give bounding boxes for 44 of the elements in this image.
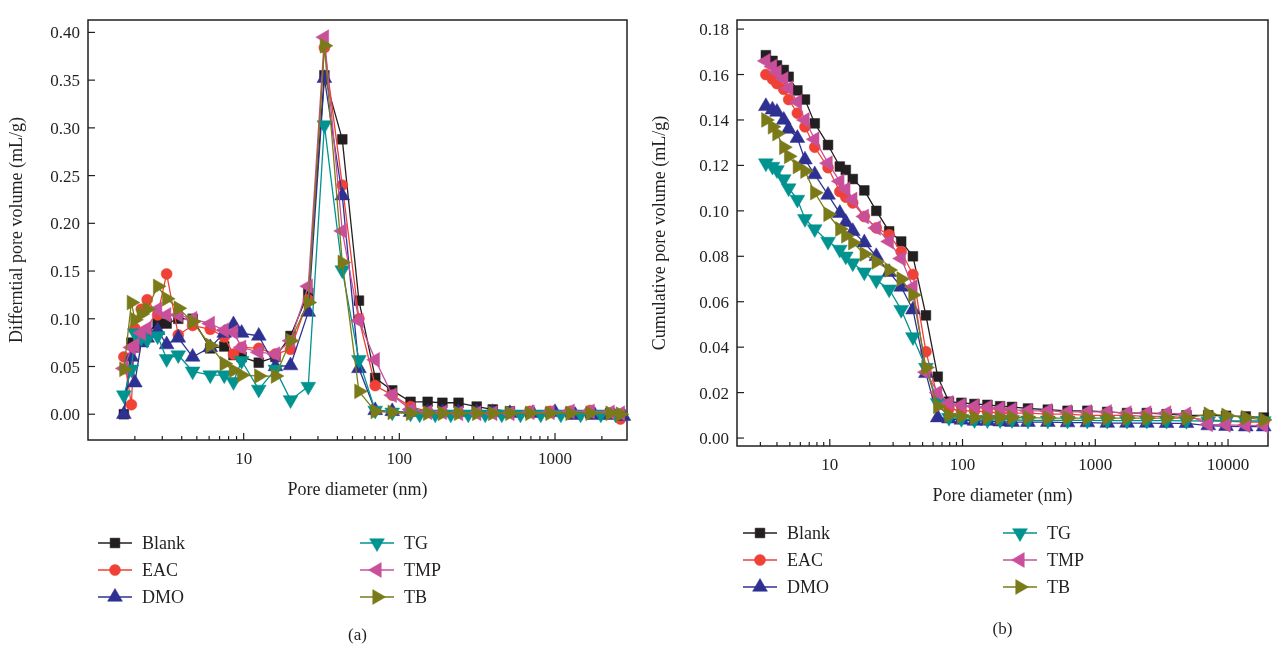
y-tick-label: 0.05 <box>50 357 80 377</box>
x-axis-title: Pore diameter (nm) <box>932 485 1073 506</box>
y-tick-label: 0.16 <box>699 65 729 85</box>
legend-label: DMO <box>787 577 830 597</box>
legend-label: TB <box>404 587 428 607</box>
legend-label: EAC <box>142 560 178 580</box>
legend-label: DMO <box>142 587 185 607</box>
y-tick-label: 0.18 <box>699 20 729 40</box>
y-axis-title: Cumulative pore volume (mL/g) <box>649 115 670 351</box>
legend-label: TG <box>1047 523 1071 543</box>
y-tick-label: 0.14 <box>699 110 730 130</box>
x-tick-label: 10000 <box>1206 455 1250 474</box>
y-tick-label: 0.12 <box>699 156 729 176</box>
x-tick-label: 100 <box>386 449 413 468</box>
legend-label: TMP <box>404 560 442 580</box>
legend-label: TB <box>1047 577 1071 597</box>
y-tick-label: 0.10 <box>699 201 729 221</box>
text: (b) <box>992 619 1013 638</box>
text: (a) <box>348 625 367 644</box>
y-tick-label: 0.15 <box>50 262 80 282</box>
x-tick-label: 100 <box>949 455 976 474</box>
y-tick-label: 0.25 <box>50 166 80 186</box>
y-tick-label: 0.30 <box>50 118 80 138</box>
x-tick-label: 1000 <box>538 449 573 468</box>
y-tick-label: 0.10 <box>50 309 80 329</box>
y-axis-title: Differntial pore volume (mL/g) <box>6 116 27 344</box>
legend-label: TG <box>404 533 428 553</box>
y-tick-label: 0.35 <box>50 71 80 91</box>
y-tick-label: 0.06 <box>699 292 729 312</box>
y-tick-label: 0.08 <box>699 247 729 267</box>
y-tick-label: 0.00 <box>50 405 80 425</box>
x-tick-label: 10 <box>821 455 839 474</box>
y-tick-label: 0.00 <box>699 429 729 449</box>
legend-label: TMP <box>1047 550 1085 570</box>
legend-label: EAC <box>787 550 823 570</box>
x-tick-label: 1000 <box>1078 455 1113 474</box>
y-tick-label: 0.20 <box>50 214 80 234</box>
y-tick-label: 0.40 <box>50 23 80 43</box>
x-axis-title: Pore diameter (nm) <box>287 479 428 500</box>
x-tick-label: 10 <box>235 449 253 468</box>
legend-label: Blank <box>142 533 185 553</box>
y-tick-label: 0.02 <box>699 383 729 403</box>
y-tick-label: 0.04 <box>699 338 730 358</box>
legend-label: Blank <box>787 523 830 543</box>
